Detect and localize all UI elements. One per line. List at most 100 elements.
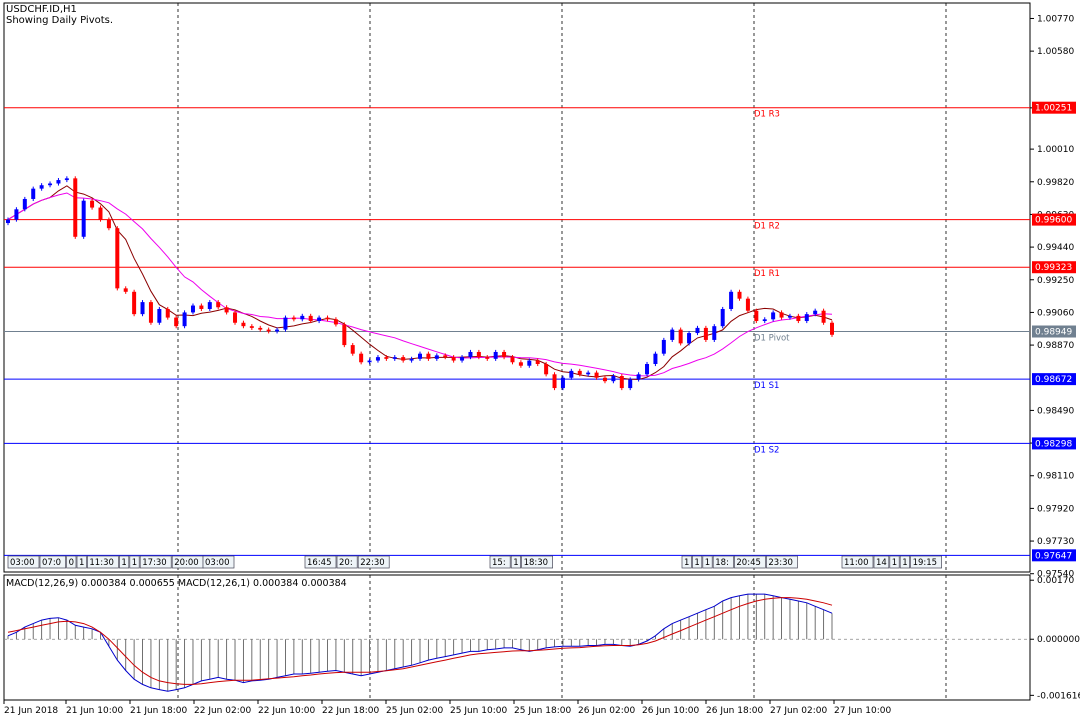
candle-body: [98, 207, 103, 220]
time-box: 18:: [712, 555, 734, 569]
price-axis-label: 0.98870: [1037, 341, 1074, 351]
candle-body: [81, 200, 86, 237]
time-box-frame: [510, 555, 521, 569]
time-box-label: 20:: [339, 558, 353, 568]
candle-body: [771, 312, 776, 320]
pivot-label: D1 S1: [754, 381, 779, 391]
candle-body: [451, 357, 456, 361]
time-box-label: 1: [684, 558, 689, 568]
candle-body: [350, 345, 355, 354]
slow-ma-line: [7, 192, 833, 377]
time-box: 1: [129, 555, 140, 569]
candle-body: [31, 188, 36, 199]
time-box-label: 1: [513, 558, 518, 568]
candle-body: [39, 185, 44, 189]
candle-body: [48, 183, 53, 186]
price-panel-frame: [3, 2, 1031, 573]
time-box: 0: [66, 555, 77, 569]
time-box-frame: [76, 555, 87, 569]
time-box-label: 23:30: [768, 558, 793, 568]
time-axis-label: 25 Jun 18:00: [514, 706, 571, 716]
candle-body: [737, 291, 742, 299]
time-box-label: 1: [121, 558, 126, 568]
pivot-price-box: [1032, 437, 1076, 450]
macd-axis-label: 0.00170: [1037, 576, 1074, 586]
time-box-frame: [139, 555, 172, 569]
candle-body: [729, 291, 734, 309]
time-axis-label: 21 Jun 2018: [4, 706, 58, 716]
time-box: 11:30: [87, 555, 119, 569]
candle-body: [754, 310, 759, 322]
candle-body: [359, 353, 364, 363]
macd-series-line: [7, 597, 833, 685]
candle-body: [518, 362, 523, 366]
candle-body: [233, 312, 238, 323]
candle-body: [216, 302, 221, 308]
candle-body: [645, 363, 650, 375]
time-box-frame: [66, 555, 77, 569]
time-box-frame: [910, 555, 942, 569]
pivot-price-box: [1032, 101, 1076, 114]
candle-body: [6, 219, 10, 224]
candle-body: [628, 379, 633, 389]
candle-body: [384, 357, 389, 359]
time-box-label: 1: [132, 558, 137, 568]
time-box: 07:0: [39, 555, 66, 569]
candle-body: [392, 357, 397, 359]
time-axis-label: 26 Jun 18:00: [706, 706, 763, 716]
time-box: 1: [681, 555, 692, 569]
candle-body: [586, 372, 591, 375]
pivot-price-box: [1032, 549, 1076, 562]
time-box-frame: [7, 555, 40, 569]
candle-body: [123, 288, 128, 292]
time-axis-label: 22 Jun 18:00: [322, 706, 379, 716]
chart-symbol-title: USDCHF.ID,H1: [6, 4, 77, 15]
pivot-label: D1 S2: [754, 445, 779, 455]
candle-body: [22, 198, 27, 210]
candle-body: [275, 329, 280, 332]
time-axis-label: 21 Jun 18:00: [130, 706, 187, 716]
pivot-price-label: 0.99600: [1035, 216, 1072, 226]
macd-axis-label: -0.001616: [1037, 691, 1080, 701]
candle-body: [560, 377, 565, 389]
pivot-label: D1 R1: [754, 269, 780, 279]
chart-subtitle: Showing Daily Pivots.: [6, 15, 114, 26]
price-axis-label: 0.99060: [1037, 308, 1074, 318]
candle-body: [695, 327, 700, 334]
fast-ma-line: [7, 185, 833, 381]
time-box-label: 07:0: [42, 558, 61, 568]
candle-body: [813, 310, 818, 315]
time-box: 1: [899, 555, 910, 569]
time-box: 1: [889, 555, 900, 569]
candle-body: [830, 322, 834, 335]
time-axis-label: 26 Jun 10:00: [642, 706, 699, 716]
candle-body: [418, 353, 422, 359]
time-axis-label: 21 Jun 10:00: [66, 706, 123, 716]
price-axis-label: 0.99250: [1037, 276, 1074, 286]
candle-body: [140, 302, 145, 315]
time-box-frame: [87, 555, 119, 569]
candle-body: [308, 315, 313, 322]
candle-body: [266, 329, 271, 332]
candle-body: [132, 291, 137, 315]
candle-body: [670, 329, 675, 340]
candle-body: [291, 317, 296, 320]
candle-body: [602, 377, 607, 382]
candle-body: [157, 308, 162, 323]
time-box-label: 22:30: [360, 558, 385, 568]
time-box-frame: [129, 555, 140, 569]
time-box-label: 16:45: [307, 558, 332, 568]
time-box: 11:00: [841, 555, 874, 569]
time-box-label: 1: [892, 558, 897, 568]
candle-body: [636, 374, 641, 380]
price-axis-label: 0.97540: [1037, 570, 1074, 580]
candle-body: [443, 355, 448, 358]
time-box-frame: [39, 555, 66, 569]
candle-body: [569, 370, 574, 378]
time-box-label: 11:00: [844, 558, 869, 568]
time-box-frame: [521, 555, 553, 569]
candle-body: [426, 353, 431, 359]
candle-body: [468, 351, 473, 358]
